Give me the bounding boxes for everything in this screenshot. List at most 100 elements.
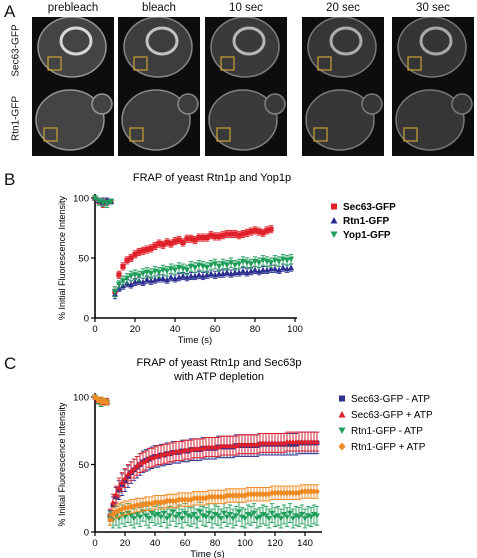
data-point-rtn1-gfp-atp <box>284 514 290 521</box>
data-point-rtn1-gfp-atp <box>176 496 182 503</box>
data-point-rtn1-gfp-atp <box>185 496 191 503</box>
data-point-rtn1-gfp-atp <box>254 490 260 498</box>
data-point-sec63-gfp <box>260 230 266 236</box>
data-point-rtn1-gfp <box>155 275 163 281</box>
data-point-sec63-gfp <box>132 251 138 257</box>
data-point-yop1-gfp <box>111 289 119 295</box>
data-point-yop1-gfp <box>171 267 179 274</box>
y-tick-label: 100 <box>73 393 89 404</box>
data-point-rtn1-gfp-atp <box>272 489 278 497</box>
data-point-rtn1-gfp-atp <box>281 489 287 497</box>
data-point-sec63-gfp-atp <box>131 465 137 471</box>
x-tick-label: 80 <box>210 538 221 549</box>
data-point-rtn1-gfp-atp <box>263 513 269 519</box>
data-point-sec63-gfp <box>240 231 246 237</box>
data-point-rtn1-gfp-atp <box>278 489 284 497</box>
data-point-yop1-gfp <box>223 262 231 269</box>
x-tick-label: 100 <box>287 324 303 335</box>
data-point-yop1-gfp <box>103 201 111 208</box>
chart-title: FRAP of yeast Rtn1p and Sec63p <box>137 357 302 369</box>
data-point-rtn1-gfp-atp <box>152 513 158 519</box>
x-tick-label: 60 <box>180 538 191 549</box>
data-point-rtn1-gfp-atp <box>251 510 257 516</box>
data-point-rtn1-gfp-atp <box>275 489 281 497</box>
data-point-yop1-gfp <box>215 263 223 270</box>
legend-marker-yop1-gfp <box>330 231 338 238</box>
legend-marker-rtn1-gfp <box>330 217 338 224</box>
data-point-rtn1-gfp <box>139 278 147 285</box>
data-point-sec63-gfp <box>244 230 250 236</box>
data-point-rtn1-gfp-atp <box>167 513 173 519</box>
data-point-sec63-gfp <box>136 249 142 255</box>
data-point-rtn1-gfp-atp <box>203 514 209 521</box>
data-point-rtn1-gfp-atp <box>308 514 314 521</box>
x-axis-label: Time (s) <box>190 549 224 558</box>
data-point-yop1-gfp <box>203 265 211 271</box>
data-point-rtn1-gfp <box>231 269 239 275</box>
data-point-sec63-gfp <box>192 237 198 243</box>
data-point-rtn1-gfp-atp <box>233 513 239 519</box>
data-point-sec63-gfp-atp <box>128 468 134 474</box>
data-point-sec63-gfp <box>156 241 162 247</box>
data-point-yop1-gfp <box>115 281 123 288</box>
data-point-sec63-gfp <box>188 236 194 242</box>
data-point-rtn1-gfp-atp <box>194 516 200 522</box>
data-point-rtn1-gfp-atp <box>266 516 272 522</box>
data-point-rtn1-gfp-atp <box>239 514 245 521</box>
data-point-yop1-gfp <box>231 262 239 269</box>
data-point-sec63-gfp <box>140 248 146 254</box>
data-point-rtn1-gfp-atp <box>182 496 188 503</box>
data-point-rtn1-gfp <box>223 269 231 275</box>
data-point-rtn1-gfp <box>279 264 287 271</box>
data-point-yop1-gfp <box>275 259 283 265</box>
y-tick-label: 50 <box>78 254 89 265</box>
data-point-rtn1-gfp-atp <box>293 513 299 519</box>
data-point-sec63-gfp <box>180 239 186 245</box>
x-tick-label: 60 <box>210 324 221 335</box>
data-point-rtn1-gfp-atp <box>257 490 263 498</box>
data-point-sec63-gfp <box>152 243 158 249</box>
data-point-rtn1-gfp-atp <box>281 512 287 518</box>
data-point-rtn1-gfp-atp <box>305 513 311 519</box>
data-point-rtn1-gfp <box>251 266 259 273</box>
y-axis-label: % Initial Fluorescence Intensity <box>57 195 67 320</box>
x-tick-label: 120 <box>267 538 283 549</box>
data-point-rtn1-gfp-atp <box>227 512 233 518</box>
data-point-yop1-gfp <box>123 275 131 282</box>
x-axis-label: Time (s) <box>178 335 212 346</box>
data-point-rtn1-gfp-atp <box>167 497 173 505</box>
micrograph-sec63-gfp-30-sec <box>392 17 474 87</box>
data-point-yop1-gfp <box>91 195 99 202</box>
data-point-sec63-gfp <box>120 263 126 269</box>
data-point-rtn1-gfp <box>167 274 175 280</box>
y-tick-label: 0 <box>84 528 89 539</box>
legend-marker-rtn1-gfp-atp <box>338 427 346 434</box>
data-point-yop1-gfp <box>107 199 115 205</box>
x-tick-label: 40 <box>170 324 181 335</box>
data-point-sec63-gfp <box>148 245 154 251</box>
data-point-rtn1-gfp-atp <box>197 509 203 515</box>
y-tick-label: 0 <box>84 314 89 325</box>
data-point-yop1-gfp <box>227 260 235 266</box>
data-point-rtn1-gfp <box>259 266 267 273</box>
data-point-rtn1-gfp-atp <box>104 399 110 406</box>
data-point-rtn1-gfp-atp <box>299 488 305 495</box>
data-point-rtn1-gfp-atp <box>221 510 227 516</box>
x-tick-label: 100 <box>237 538 253 549</box>
data-point-rtn1-gfp-atp <box>128 502 134 510</box>
data-point-rtn1-gfp-atp <box>191 512 197 518</box>
data-point-rtn1-gfp-atp <box>233 492 239 499</box>
data-point-rtn1-gfp-atp <box>137 514 143 521</box>
data-point-sec63-gfp <box>220 232 226 238</box>
data-point-rtn1-gfp-atp <box>149 510 155 516</box>
data-point-yop1-gfp <box>235 261 243 268</box>
data-point-rtn1-gfp <box>127 281 135 287</box>
data-point-sec63-gfp <box>172 238 178 244</box>
data-point-rtn1-gfp-atp <box>146 516 152 522</box>
micrograph-grid: prebleach bleach 10 sec 20 sec 30 sec Se… <box>0 0 477 160</box>
data-point-sec63-gfp-atp <box>137 460 143 466</box>
data-point-sec63-gfp-atp <box>233 442 239 448</box>
data-point-rtn1-gfp-atp <box>230 516 236 522</box>
data-point-rtn1-gfp-atp <box>251 490 257 498</box>
data-point-rtn1-gfp-atp <box>290 489 296 497</box>
